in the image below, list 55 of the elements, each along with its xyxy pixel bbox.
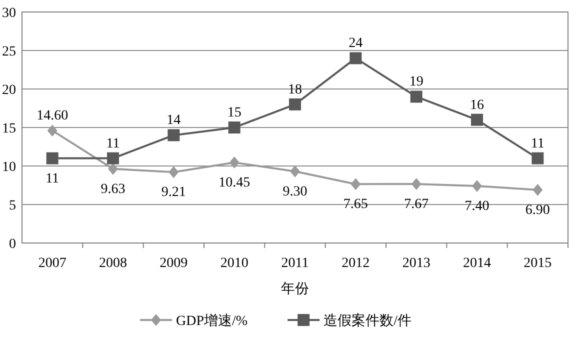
ytick: 5 bbox=[9, 198, 16, 214]
data-label: 24 bbox=[348, 36, 363, 52]
data-label: 7.65 bbox=[343, 197, 368, 212]
xtick: 2007 bbox=[38, 256, 66, 271]
data-label: 19 bbox=[409, 74, 424, 90]
point bbox=[411, 178, 422, 190]
ytick: 0 bbox=[9, 237, 16, 252]
ytick: 30 bbox=[2, 6, 16, 21]
point bbox=[289, 98, 301, 110]
data-label: 14 bbox=[166, 113, 181, 128]
data-label: 7.40 bbox=[464, 199, 490, 214]
data-label: 18 bbox=[288, 82, 302, 98]
point bbox=[532, 152, 544, 164]
xtick: 2012 bbox=[342, 256, 370, 271]
point bbox=[47, 124, 58, 137]
data-label: 16 bbox=[470, 98, 484, 113]
ytick: 15 bbox=[2, 122, 16, 136]
data-label: 6.90 bbox=[525, 202, 550, 218]
data-label: 11 bbox=[46, 171, 60, 186]
data-label: 11 bbox=[530, 136, 544, 152]
xtick: 2009 bbox=[160, 256, 188, 271]
point bbox=[290, 165, 300, 178]
data-label: 15 bbox=[227, 106, 242, 120]
data-label: 14.60 bbox=[36, 108, 68, 124]
xtick: 2013 bbox=[402, 256, 430, 271]
xtick: 2011 bbox=[281, 256, 309, 271]
point bbox=[532, 184, 543, 196]
xtick: 2010 bbox=[220, 256, 248, 271]
data-label: 10.45 bbox=[218, 176, 250, 191]
point bbox=[229, 156, 240, 169]
point bbox=[108, 162, 118, 175]
data-label: 9.63 bbox=[100, 182, 126, 197]
ytick: 25 bbox=[2, 44, 16, 60]
data-label: 7.67 bbox=[404, 196, 429, 212]
xtick: 2014 bbox=[463, 256, 491, 271]
point bbox=[410, 90, 422, 103]
ytick: 10 bbox=[2, 160, 16, 175]
xlabel: 年份 bbox=[281, 282, 309, 297]
legend-label: 造假案件数/件 bbox=[324, 314, 412, 329]
xtick: 2015 bbox=[524, 256, 552, 271]
point bbox=[350, 52, 362, 64]
point bbox=[228, 122, 240, 134]
legend-label: GDP增速/% bbox=[176, 314, 248, 329]
data-label: 9.21 bbox=[161, 185, 186, 200]
ytick: 20 bbox=[2, 83, 16, 98]
point bbox=[46, 152, 58, 164]
data-label: 9.30 bbox=[282, 184, 308, 200]
xtick: 2008 bbox=[99, 256, 127, 271]
point bbox=[471, 114, 483, 126]
point bbox=[350, 178, 361, 190]
data-label: 11 bbox=[106, 136, 120, 152]
point bbox=[107, 152, 119, 164]
point bbox=[168, 166, 179, 178]
point bbox=[168, 129, 180, 142]
point bbox=[472, 180, 482, 192]
